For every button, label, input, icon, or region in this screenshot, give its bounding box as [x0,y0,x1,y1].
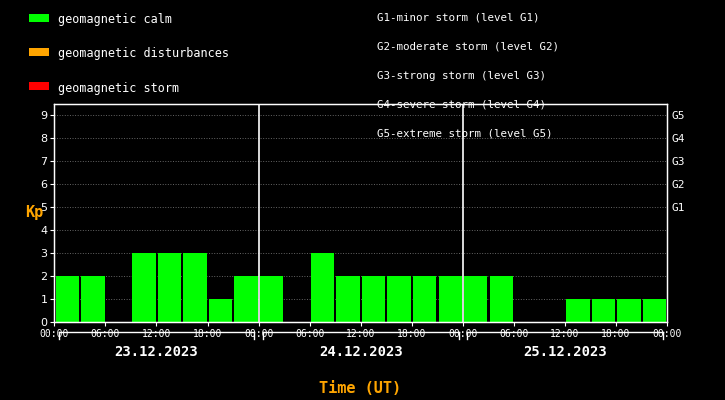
Text: G5-extreme storm (level G5): G5-extreme storm (level G5) [377,128,552,138]
Bar [183,253,207,322]
Bar [413,276,436,322]
Bar [336,276,360,322]
Text: 24.12.2023: 24.12.2023 [319,346,402,360]
Bar [311,253,334,322]
Bar [592,299,615,322]
Bar [566,299,589,322]
Text: G3-strong storm (level G3): G3-strong storm (level G3) [377,70,546,81]
Text: 25.12.2023: 25.12.2023 [523,346,607,360]
Bar [489,276,513,322]
Bar [464,276,487,322]
Y-axis label: Kp: Kp [25,206,44,220]
Text: geomagnetic storm: geomagnetic storm [58,82,179,94]
Text: 23.12.2023: 23.12.2023 [115,346,199,360]
Bar [132,253,156,322]
Bar [234,276,257,322]
Text: G1-minor storm (level G1): G1-minor storm (level G1) [377,13,539,23]
Bar [617,299,641,322]
Text: G2-moderate storm (level G2): G2-moderate storm (level G2) [377,42,559,52]
Bar [56,276,79,322]
Bar [81,276,104,322]
Bar [158,253,181,322]
Bar [209,299,232,322]
Text: Time (UT): Time (UT) [319,381,402,396]
Bar [260,276,283,322]
Text: geomagnetic disturbances: geomagnetic disturbances [58,48,229,60]
Text: G4-severe storm (level G4): G4-severe storm (level G4) [377,99,546,109]
Bar [387,276,411,322]
Text: geomagnetic calm: geomagnetic calm [58,14,172,26]
Bar [439,276,462,322]
Bar [362,276,386,322]
Bar [643,299,666,322]
